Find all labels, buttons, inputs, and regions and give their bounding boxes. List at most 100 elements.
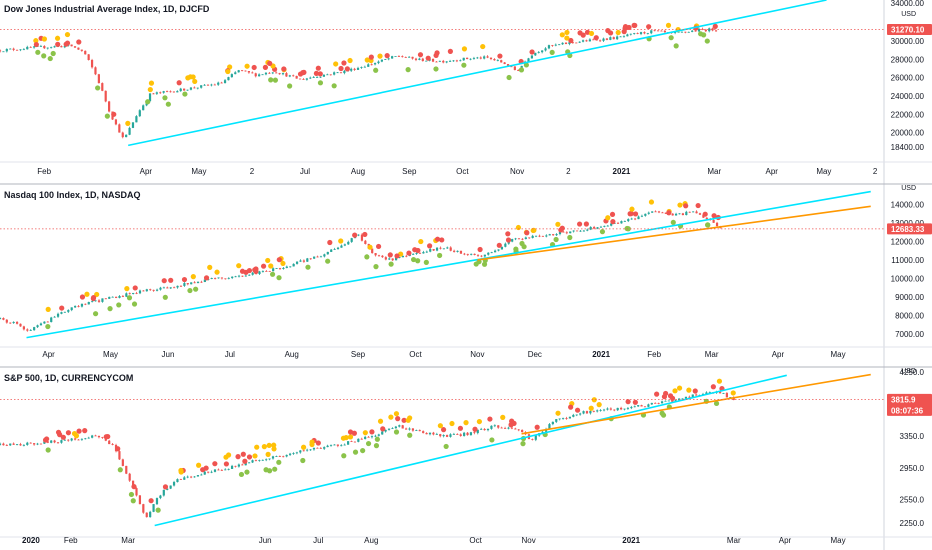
candle-body (575, 230, 579, 232)
candle-body (489, 57, 493, 59)
candle-body (367, 436, 370, 438)
candle-body (527, 58, 530, 62)
candle-body (80, 438, 84, 440)
candle-body (312, 77, 315, 78)
signal-dot (301, 69, 307, 75)
candle-body (575, 414, 578, 416)
candle-body (244, 275, 247, 277)
candle-body (152, 289, 155, 291)
candle-body (633, 406, 636, 408)
x-tick-label: 2 (566, 167, 571, 176)
signal-dot (340, 435, 347, 441)
candle-body (29, 330, 32, 331)
candle-body (251, 272, 254, 275)
candle-body (490, 252, 493, 254)
candle-body (377, 434, 380, 436)
candle-body (26, 46, 29, 50)
candle-body (620, 221, 623, 224)
signal-dot (710, 384, 716, 390)
candle-body (691, 30, 694, 32)
candle-body (298, 78, 302, 80)
candle-body (449, 247, 452, 251)
signal-dot (111, 111, 117, 117)
signal-dot (625, 226, 631, 232)
candle-body (466, 57, 469, 60)
x-tick-label: Aug (351, 167, 365, 176)
candle-body (630, 218, 633, 220)
signal-dot (246, 454, 253, 460)
candle-body (237, 464, 240, 467)
signal-dot (131, 301, 138, 307)
signal-dot (369, 429, 375, 435)
candle-body (132, 292, 135, 294)
signal-dot (472, 426, 478, 432)
signal-dot (659, 410, 665, 416)
candle-body (397, 56, 401, 57)
signal-dot (518, 67, 525, 73)
candle-body (394, 426, 397, 429)
candle-body (353, 68, 356, 70)
candle-body (87, 437, 90, 439)
candle-body (101, 298, 104, 302)
candle-body (237, 275, 241, 277)
signal-dot (45, 447, 51, 453)
candle-body (702, 214, 705, 218)
candle-body (125, 293, 128, 297)
signal-dot (95, 85, 101, 91)
candle-body (496, 60, 499, 61)
signal-dot (599, 229, 606, 235)
x-tick-label: May (830, 536, 845, 545)
candle-body (193, 282, 196, 284)
signal-dot (261, 444, 267, 450)
candle-body (691, 394, 694, 398)
signal-dot (94, 291, 100, 298)
signal-dot (244, 469, 250, 475)
signal-dot (268, 263, 274, 269)
candle-body (5, 319, 8, 323)
signal-dot (476, 418, 482, 425)
candle-body (596, 410, 599, 412)
candle-body (462, 57, 465, 61)
signal-dot (443, 443, 449, 450)
candle-body (288, 75, 291, 77)
candle-body (50, 440, 53, 443)
candle-body (0, 443, 2, 445)
candle-body (483, 428, 486, 431)
candle-body (19, 323, 22, 327)
candle-body (309, 77, 312, 79)
candle-body (664, 400, 667, 402)
candle-body (258, 74, 261, 77)
y-tick-label: 18400.00 (891, 143, 925, 152)
signal-dot (473, 261, 479, 267)
candle-body (53, 440, 56, 443)
candle-body (169, 485, 172, 489)
candle-body (22, 326, 26, 330)
candle-body (159, 287, 162, 290)
signal-dot (181, 276, 188, 283)
signal-dot (702, 211, 708, 217)
y-tick-label: 26000.00 (891, 74, 925, 83)
candle-body (268, 271, 271, 272)
candle-body (398, 425, 401, 427)
candle-body (435, 434, 438, 435)
signal-dot (178, 469, 184, 475)
candle-body (336, 72, 339, 74)
candle-body (159, 92, 162, 94)
candle-body (295, 75, 298, 79)
panel-2: 14000.0013000.0012000.0011000.0010000.00… (0, 185, 932, 368)
signal-dot (648, 199, 655, 205)
candle-body (237, 70, 240, 73)
signal-dot (628, 210, 634, 217)
candle-body (654, 211, 657, 213)
candle-body (220, 469, 223, 471)
candle-body (203, 279, 206, 282)
signal-dot (64, 31, 71, 38)
candle-body (476, 254, 480, 256)
candle-body (302, 260, 305, 262)
signal-dot (79, 294, 86, 300)
signal-dot (365, 440, 372, 447)
candle-body (599, 40, 602, 42)
candle-body (476, 429, 479, 434)
signal-dot (500, 414, 506, 420)
candle-body (128, 127, 131, 135)
